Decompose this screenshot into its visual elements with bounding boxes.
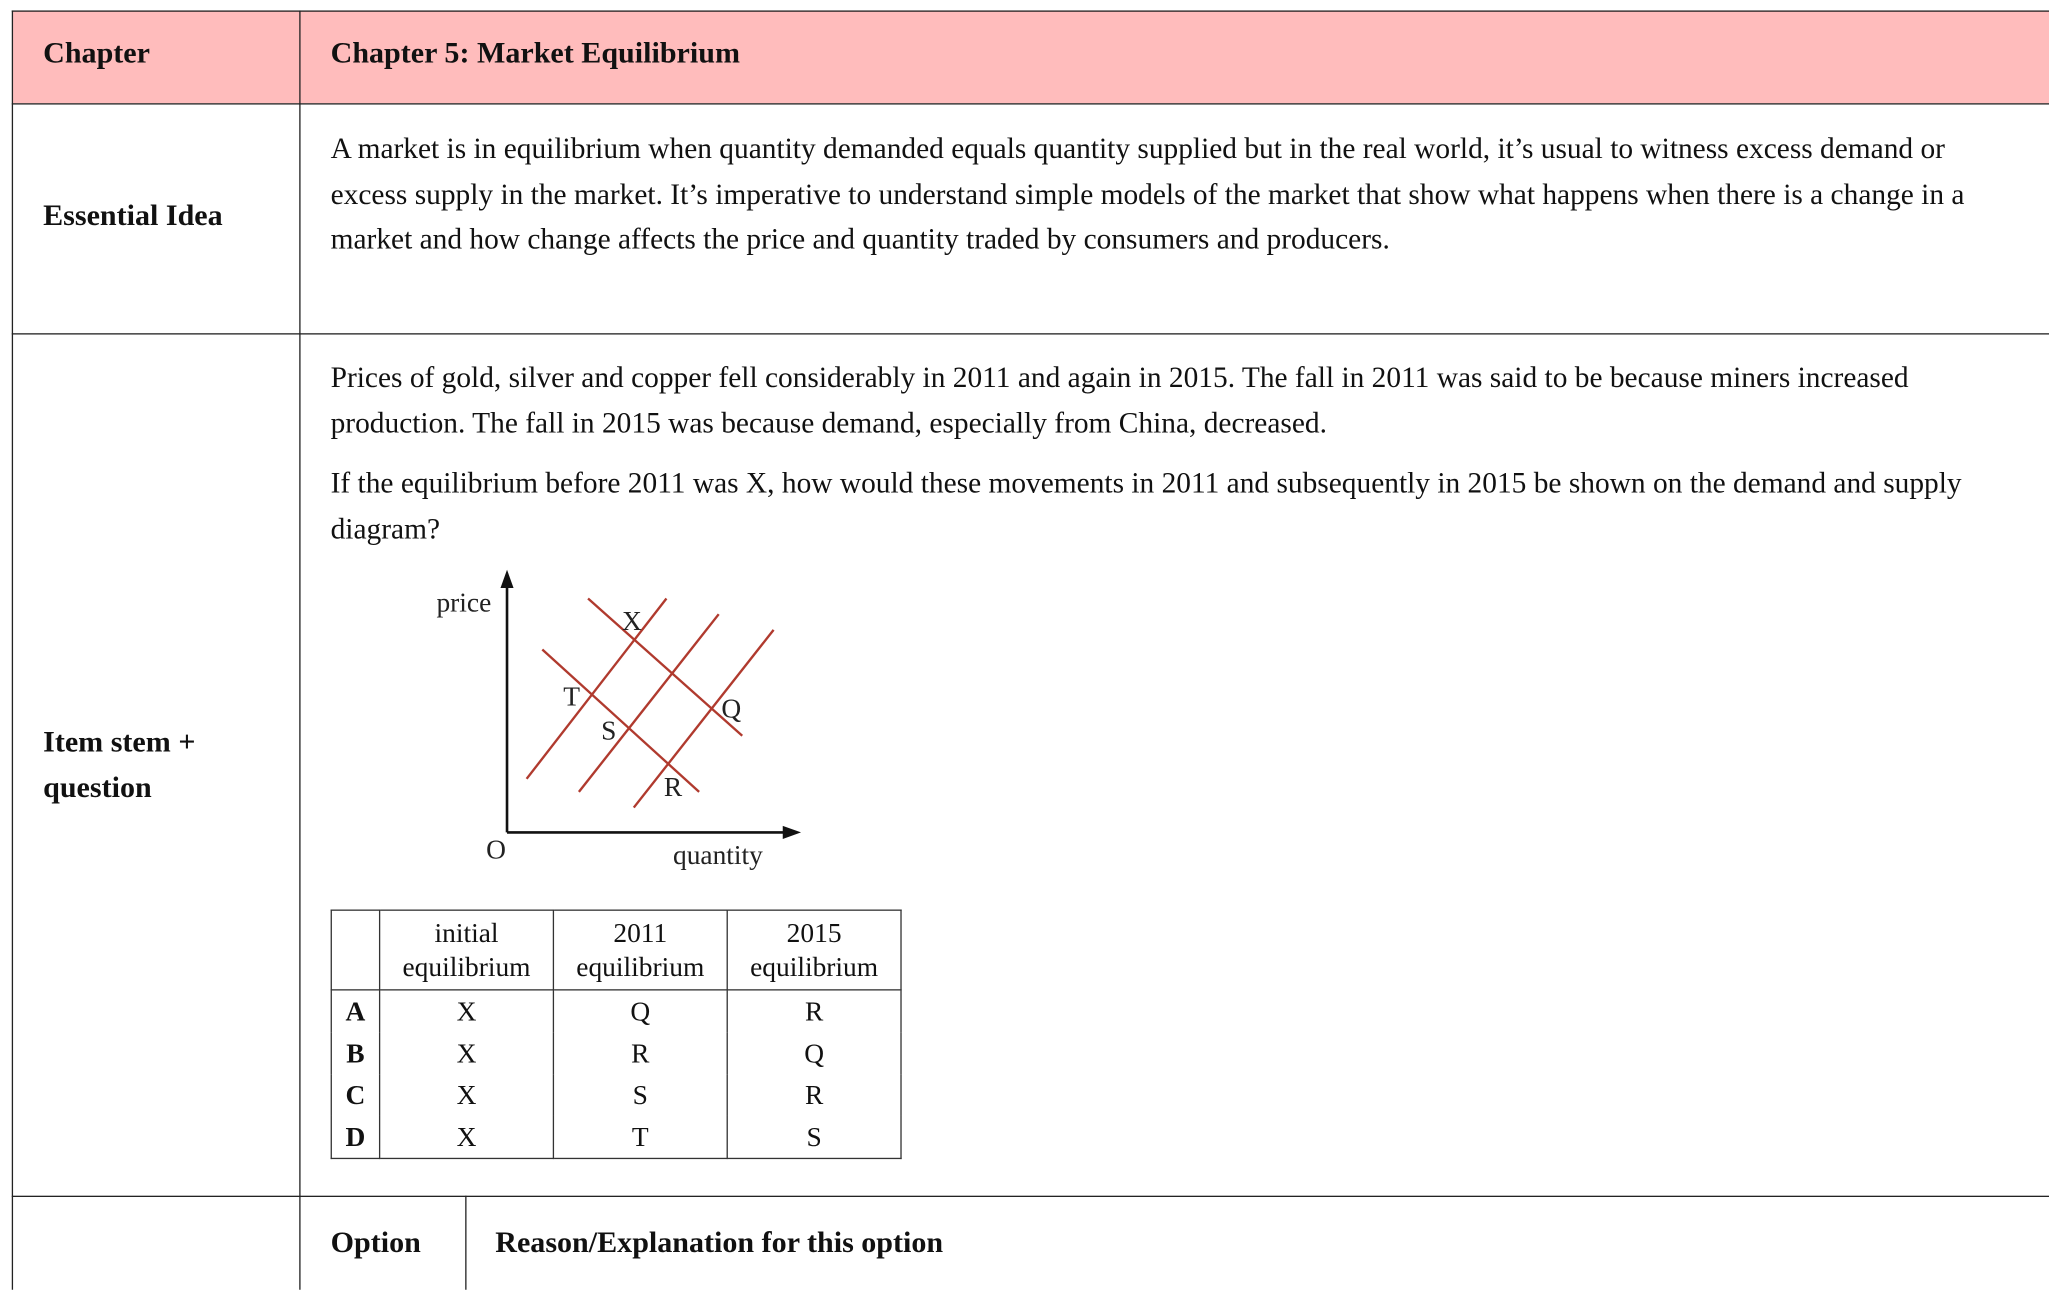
item-label: Item stem + question: [43, 725, 196, 804]
option-letter: B: [330, 1032, 381, 1075]
option-cell: X: [378, 989, 555, 1033]
item-text: Prices of gold, silver and copper fell c…: [331, 355, 2030, 567]
origin-label: O: [486, 835, 506, 865]
point-label: T: [563, 682, 580, 712]
option-cell: S: [726, 1115, 902, 1160]
point-label: Q: [721, 693, 741, 723]
y-axis-label: price: [436, 588, 491, 618]
header-row: [13, 10, 2049, 104]
option-cell: T: [552, 1115, 728, 1160]
column-header: initial equilibrium: [378, 909, 555, 991]
essential-text: A market is in equilibrium when quantity…: [330, 131, 1965, 255]
reason-header: Reason/Explanation for this option: [495, 1225, 944, 1259]
option-cell: X: [378, 1115, 555, 1160]
option-letter: C: [330, 1074, 381, 1116]
options-table: initial equilibrium 2011 equilibrium 201…: [330, 909, 902, 1160]
option-letter: A: [330, 989, 381, 1033]
point-label: R: [664, 772, 683, 802]
paragraph: If the equilibrium before 2011 was X, ho…: [330, 466, 1962, 545]
point-label: S: [601, 716, 616, 746]
option-cell: Q: [552, 989, 728, 1033]
option-header: Option: [330, 1225, 421, 1259]
point-label: X: [622, 606, 642, 636]
option-cell: X: [378, 1032, 555, 1075]
option-cell: R: [552, 1032, 728, 1075]
essential-label: Essential Idea: [43, 198, 223, 232]
paragraph: Prices of gold, silver and copper fell c…: [330, 360, 1909, 439]
option-cell: S: [552, 1074, 728, 1116]
option-cell: Q: [726, 1032, 902, 1075]
column-header: 2015 equilibrium: [726, 909, 902, 991]
column-header: 2011 equilibrium: [552, 909, 728, 991]
option-cell: R: [726, 989, 902, 1033]
header-title: Chapter 5: Market Equilibrium: [330, 36, 740, 70]
diagram: price O quantity X T S Q R: [436, 569, 802, 870]
option-letter: D: [330, 1115, 381, 1160]
option-cell: X: [378, 1074, 555, 1116]
header-label: Chapter: [43, 36, 150, 70]
option-cell: R: [726, 1074, 902, 1116]
x-axis-label: quantity: [673, 840, 763, 870]
